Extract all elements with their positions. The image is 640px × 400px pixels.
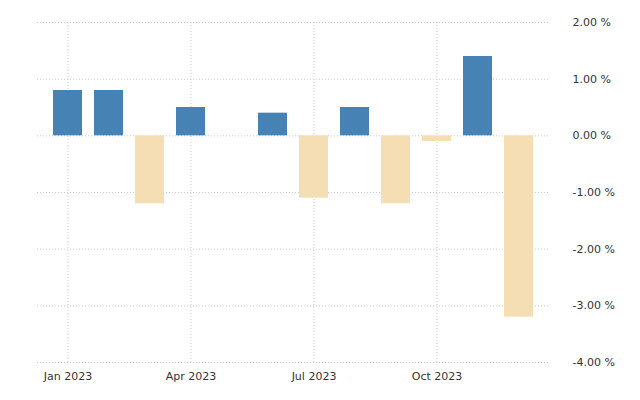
- svg-text:Jan 2023: Jan 2023: [43, 370, 92, 383]
- svg-text:2.00 %: 2.00 %: [573, 16, 611, 29]
- svg-text:-2.00 %: -2.00 %: [573, 243, 615, 256]
- svg-text:Apr 2023: Apr 2023: [166, 370, 217, 383]
- svg-text:-3.00 %: -3.00 %: [573, 299, 615, 312]
- svg-text:-4.00 %: -4.00 %: [573, 356, 615, 369]
- svg-text:0.00 %: 0.00 %: [573, 129, 611, 142]
- svg-text:Oct 2023: Oct 2023: [412, 370, 463, 383]
- svg-text:Jul 2023: Jul 2023: [291, 370, 337, 383]
- svg-text:-1.00 %: -1.00 %: [573, 186, 615, 199]
- svg-text:1.00 %: 1.00 %: [573, 73, 611, 86]
